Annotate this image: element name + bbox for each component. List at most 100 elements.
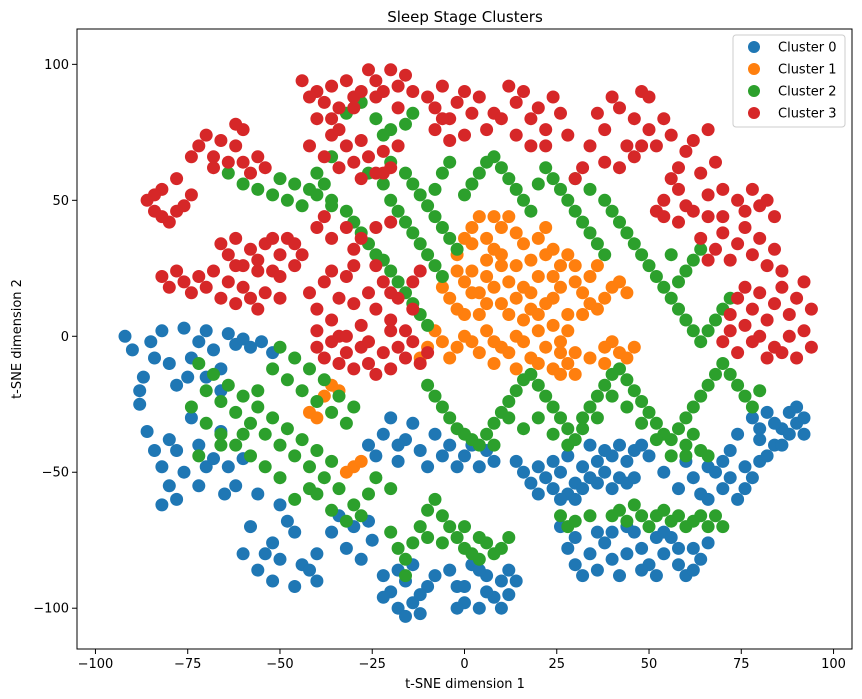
- data-point: [465, 286, 479, 300]
- data-point: [288, 177, 302, 191]
- data-point: [192, 438, 206, 452]
- data-point: [494, 574, 508, 588]
- data-point: [598, 248, 612, 262]
- data-point: [295, 199, 309, 213]
- data-point: [310, 395, 324, 408]
- data-point: [310, 547, 324, 561]
- data-point: [642, 259, 656, 273]
- data-point: [140, 425, 154, 438]
- data-point: [458, 85, 471, 98]
- x-tick-label: 0: [460, 657, 468, 672]
- y-tick-label: −100: [33, 602, 69, 617]
- data-point: [502, 531, 516, 544]
- data-point: [184, 286, 198, 300]
- data-point: [723, 308, 737, 321]
- data-point: [546, 400, 560, 414]
- data-point: [435, 449, 449, 463]
- x-tick-label: −25: [359, 657, 386, 672]
- data-point: [605, 552, 619, 566]
- data-point: [694, 389, 708, 403]
- data-point: [177, 321, 191, 335]
- data-point: [738, 482, 752, 496]
- data-point: [686, 400, 700, 414]
- data-point: [339, 416, 353, 430]
- data-point: [458, 275, 471, 289]
- data-point: [583, 139, 597, 153]
- data-point: [768, 210, 781, 224]
- data-point: [502, 411, 516, 425]
- data-point: [472, 460, 486, 474]
- data-point: [797, 411, 811, 425]
- data-point: [494, 221, 508, 234]
- data-point: [531, 308, 545, 321]
- data-point: [170, 204, 184, 218]
- data-point: [303, 286, 316, 300]
- data-point: [465, 264, 479, 278]
- data-point: [686, 541, 700, 555]
- data-point: [369, 471, 383, 485]
- data-point: [576, 422, 590, 436]
- data-point: [244, 340, 257, 354]
- data-point: [731, 237, 745, 251]
- data-point: [524, 367, 538, 381]
- data-point: [136, 370, 150, 384]
- data-point: [561, 193, 575, 207]
- data-point: [672, 422, 685, 436]
- data-point: [369, 221, 383, 234]
- data-point: [531, 411, 545, 425]
- data-point: [214, 237, 228, 251]
- data-point: [546, 242, 560, 256]
- data-point: [325, 335, 339, 349]
- data-point: [590, 454, 604, 468]
- data-point: [568, 259, 582, 273]
- data-point: [613, 275, 626, 289]
- data-point: [288, 449, 302, 463]
- data-point: [716, 210, 730, 224]
- data-point: [494, 112, 508, 126]
- data-point: [620, 547, 634, 561]
- x-tick-label: −75: [174, 657, 201, 672]
- data-point: [554, 492, 567, 506]
- data-point: [244, 449, 257, 463]
- data-point: [362, 438, 375, 452]
- data-point: [266, 231, 280, 245]
- data-point: [598, 378, 612, 392]
- data-point: [332, 357, 346, 370]
- data-point: [487, 210, 501, 224]
- data-point: [251, 264, 265, 278]
- data-point: [421, 199, 435, 213]
- data-point: [539, 221, 553, 234]
- data-point: [421, 378, 435, 392]
- data-point: [694, 166, 708, 180]
- data-point: [339, 541, 353, 555]
- data-point: [221, 248, 235, 262]
- data-points: [118, 63, 818, 623]
- data-point: [649, 416, 663, 430]
- data-point: [207, 452, 220, 466]
- data-point: [524, 253, 538, 267]
- data-point: [672, 182, 685, 196]
- data-point: [509, 291, 523, 305]
- data-point: [568, 492, 582, 506]
- data-point: [561, 324, 575, 338]
- data-point: [590, 259, 604, 273]
- x-tick-label: 100: [821, 657, 846, 672]
- data-point: [738, 318, 752, 332]
- data-point: [790, 400, 804, 414]
- data-point: [148, 444, 161, 457]
- data-point: [709, 465, 722, 479]
- legend-box: [732, 34, 846, 128]
- data-point: [413, 188, 427, 202]
- legend-marker: [748, 63, 760, 75]
- data-point: [280, 514, 294, 528]
- data-point: [494, 601, 508, 615]
- data-point: [303, 362, 316, 376]
- data-point: [642, 520, 656, 534]
- data-point: [731, 346, 745, 360]
- data-point: [701, 253, 715, 267]
- data-point: [339, 329, 353, 343]
- data-point: [251, 302, 265, 316]
- data-point: [672, 541, 685, 555]
- data-point: [657, 210, 671, 224]
- data-point: [399, 552, 412, 566]
